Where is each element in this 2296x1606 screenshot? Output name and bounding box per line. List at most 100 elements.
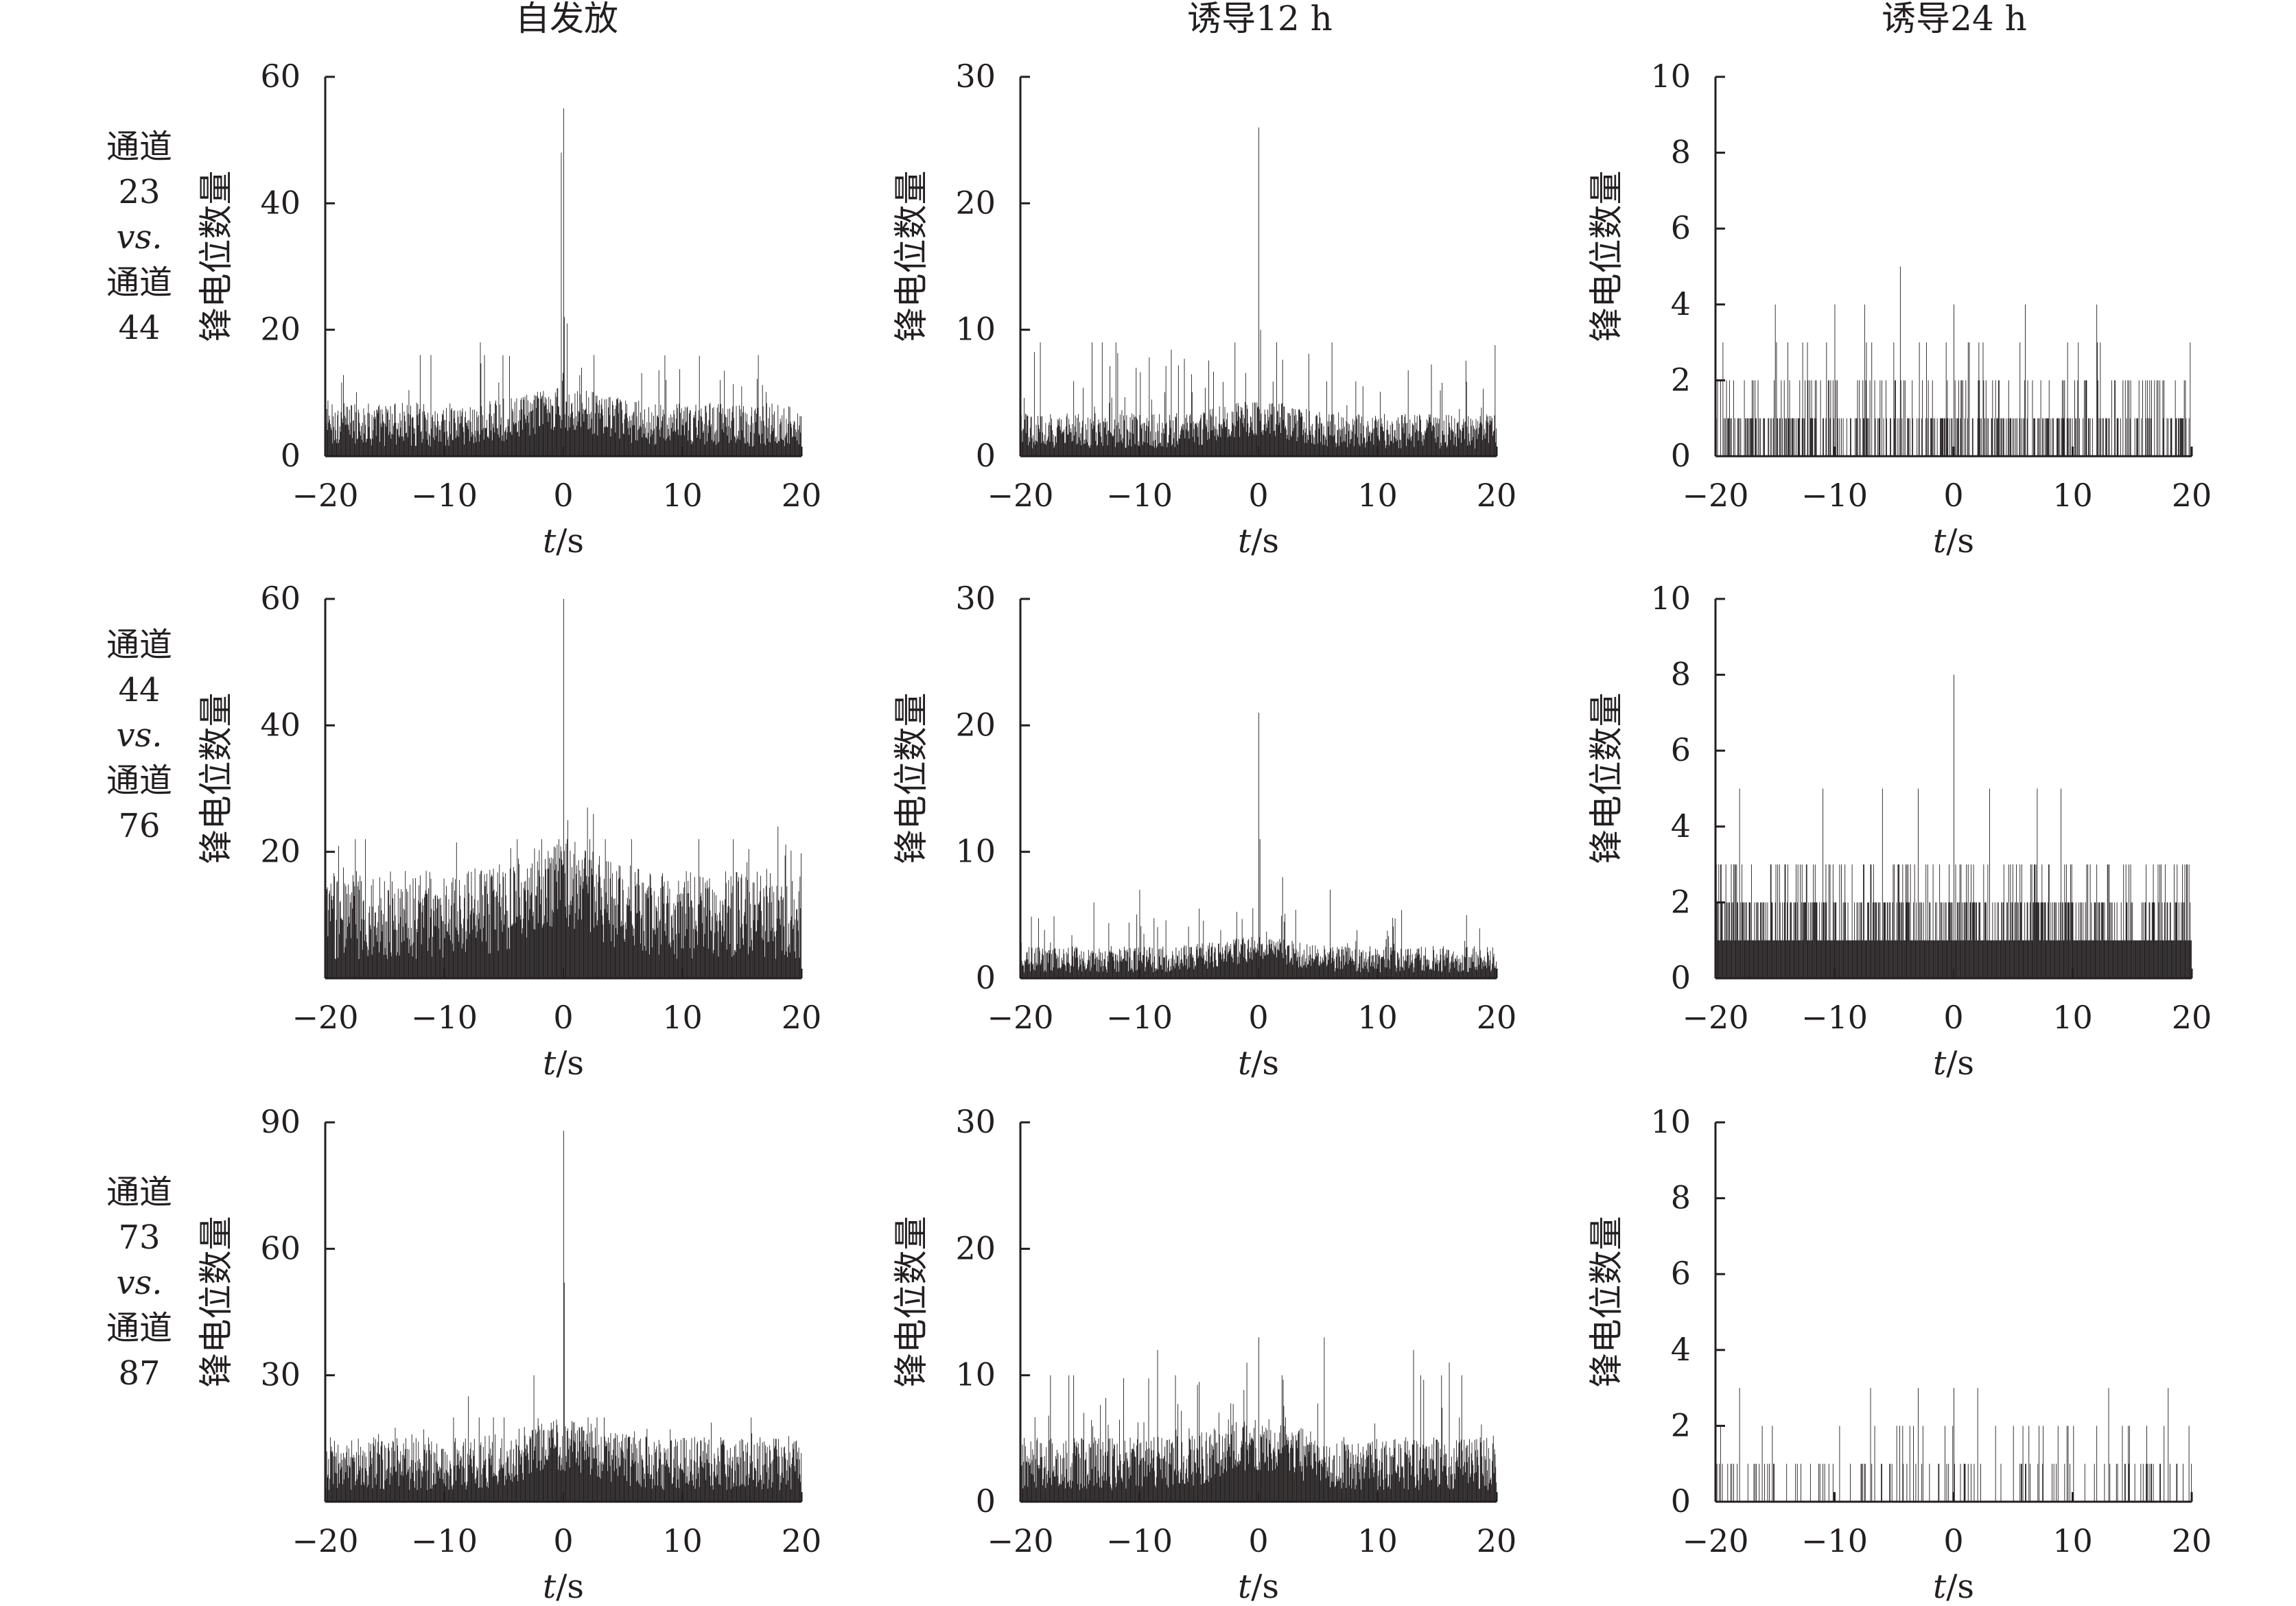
y-tick-label: 2 xyxy=(1671,883,1691,920)
histogram-bar xyxy=(1237,956,1239,978)
histogram-bar xyxy=(1044,930,1045,978)
histogram-bar xyxy=(669,435,670,456)
histogram-bar xyxy=(2100,940,2102,978)
histogram-bar xyxy=(353,1454,354,1502)
histogram-bar xyxy=(1839,418,1840,456)
histogram-bar xyxy=(1755,418,1757,456)
histogram-bar xyxy=(1919,342,1920,456)
histogram-bar xyxy=(2154,380,2155,456)
histogram-bar xyxy=(2168,940,2170,978)
histogram-bar xyxy=(347,926,348,978)
histogram-bar xyxy=(452,439,453,456)
histogram-bar xyxy=(345,886,347,978)
histogram-bar xyxy=(425,890,426,978)
histogram-bar xyxy=(1108,923,1110,978)
histogram-bar xyxy=(377,922,379,978)
histogram-bar xyxy=(1877,940,1878,978)
histogram-bar xyxy=(1984,902,1986,978)
histogram-bar xyxy=(441,916,443,978)
histogram-bar xyxy=(2106,418,2107,456)
histogram-bar xyxy=(1460,971,1462,978)
y-tick-label: 20 xyxy=(955,706,996,743)
histogram-bar xyxy=(1072,424,1073,456)
histogram-bar xyxy=(1254,941,1255,978)
histogram-bar xyxy=(1294,953,1295,978)
histogram-bar xyxy=(406,432,407,456)
histogram-bar xyxy=(1913,902,1914,978)
histogram-bar xyxy=(375,912,376,978)
histogram-bar xyxy=(2122,380,2124,456)
histogram-bar xyxy=(460,909,461,978)
histogram-bar xyxy=(1193,421,1194,456)
histogram-bar xyxy=(387,412,388,456)
histogram-bar xyxy=(1289,413,1291,456)
histogram-bar xyxy=(2063,940,2064,978)
histogram-bar xyxy=(423,1429,425,1502)
histogram-bar xyxy=(1110,946,1112,978)
histogram-bar xyxy=(1077,443,1079,456)
histogram-bar xyxy=(1902,864,1903,978)
histogram-bar xyxy=(629,899,631,978)
histogram-bar xyxy=(563,1131,564,1502)
histogram-bar xyxy=(451,1468,452,1502)
histogram-bar xyxy=(2033,902,2035,978)
histogram-bar xyxy=(1337,947,1338,978)
histogram-bar xyxy=(2148,902,2150,978)
histogram-bar xyxy=(1293,427,1295,456)
histogram-bar xyxy=(1228,429,1229,456)
histogram-bar xyxy=(1069,964,1070,978)
histogram-bar xyxy=(399,1461,401,1502)
histogram-bar xyxy=(562,1436,563,1502)
histogram-bar xyxy=(516,1444,517,1502)
histogram-bar xyxy=(1825,418,1827,456)
histogram-bar xyxy=(336,438,337,456)
histogram-bar xyxy=(543,1430,545,1502)
histogram-bar xyxy=(487,436,489,456)
histogram-bar xyxy=(328,910,329,978)
histogram-bar xyxy=(1782,418,1783,456)
histogram-bar xyxy=(545,859,546,978)
histogram-bar xyxy=(797,429,799,456)
histogram-bar xyxy=(687,406,688,456)
histogram-bar xyxy=(1125,447,1126,456)
histogram-bar xyxy=(1460,430,1461,456)
histogram-bar xyxy=(1083,952,1084,978)
histogram-bar xyxy=(1266,932,1267,978)
histogram-bar xyxy=(1203,412,1204,456)
histogram-bar xyxy=(404,910,406,978)
histogram-bar xyxy=(524,1435,526,1502)
histogram-bar xyxy=(436,1443,438,1502)
histogram-bar xyxy=(1372,967,1374,978)
histogram-bar xyxy=(537,1418,539,1502)
histogram-bar xyxy=(1727,902,1729,978)
histogram-bar xyxy=(1065,442,1066,456)
histogram-bar xyxy=(1477,421,1479,456)
histogram-bar xyxy=(2091,902,2092,978)
histogram-bar xyxy=(1818,902,1820,978)
histogram-bar xyxy=(1310,954,1311,978)
histogram-bar xyxy=(603,942,605,978)
histogram-bar xyxy=(332,908,333,978)
histogram-bar xyxy=(1065,965,1066,978)
histogram-bar xyxy=(1342,969,1344,978)
histogram-bar xyxy=(1492,956,1494,978)
histogram-bar xyxy=(684,882,685,978)
histogram-bar xyxy=(742,938,744,978)
histogram-bar xyxy=(1425,429,1427,456)
histogram-bar xyxy=(1071,441,1073,456)
histogram-bar xyxy=(1210,430,1212,456)
histogram-bar xyxy=(1317,423,1319,456)
histogram-bar xyxy=(673,903,675,978)
histogram-bar xyxy=(507,1458,508,1502)
histogram-bar xyxy=(484,1436,486,1502)
histogram-bar xyxy=(1287,413,1289,456)
histogram-bar xyxy=(1746,902,1748,978)
histogram-bar xyxy=(390,1467,392,1502)
histogram-bar xyxy=(544,1465,546,1502)
histogram-bar xyxy=(1256,435,1257,456)
histogram-bar xyxy=(1346,421,1347,456)
histogram-bar xyxy=(328,422,329,456)
histogram-bar xyxy=(561,851,562,978)
histogram-bar xyxy=(1143,955,1144,978)
histogram-bar xyxy=(1313,443,1314,456)
